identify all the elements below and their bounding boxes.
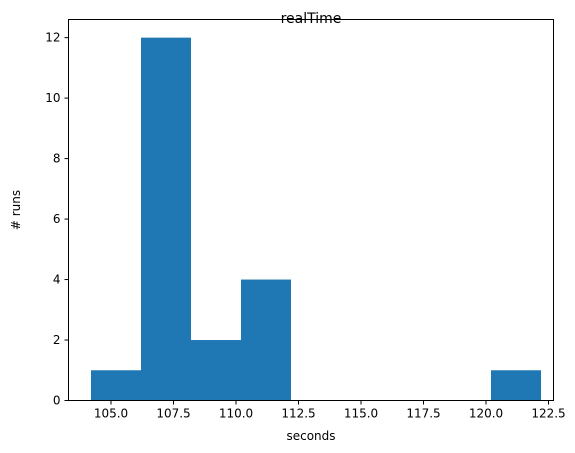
y-tick-label: 8 — [53, 152, 61, 166]
x-tick-label: 122.5 — [531, 407, 565, 421]
x-axis-ticks: 105.0 107.5 110.0 112.5 115.0 117.5 120.0 122.5 — [94, 400, 566, 421]
x-tick-label: 112.5 — [281, 407, 315, 421]
bars-group — [91, 37, 541, 401]
x-tick-label: 105.0 — [94, 407, 128, 421]
x-tick-label: 117.5 — [406, 407, 440, 421]
y-tick-label: 0 — [53, 394, 61, 408]
histogram-bar — [191, 340, 241, 401]
x-axis-label: seconds — [286, 429, 335, 443]
x-tick-label: 110.0 — [219, 407, 253, 421]
histogram-bar — [91, 370, 141, 401]
histogram-bar — [141, 37, 191, 401]
y-tick-label: 6 — [53, 212, 61, 226]
y-axis-ticks: 0 2 4 6 8 10 12 — [45, 31, 69, 408]
x-tick-label: 120.0 — [469, 407, 503, 421]
x-tick-label: 107.5 — [156, 407, 190, 421]
plot-frame — [68, 19, 554, 401]
y-tick-label: 4 — [53, 273, 61, 287]
histogram-bar — [491, 370, 541, 401]
y-tick-label: 2 — [53, 333, 61, 347]
x-tick-label: 115.0 — [344, 407, 378, 421]
histogram-bar — [241, 279, 291, 401]
y-axis-label: # runs — [9, 190, 23, 230]
y-tick-label: 10 — [45, 91, 60, 105]
y-tick-label: 12 — [45, 31, 60, 45]
